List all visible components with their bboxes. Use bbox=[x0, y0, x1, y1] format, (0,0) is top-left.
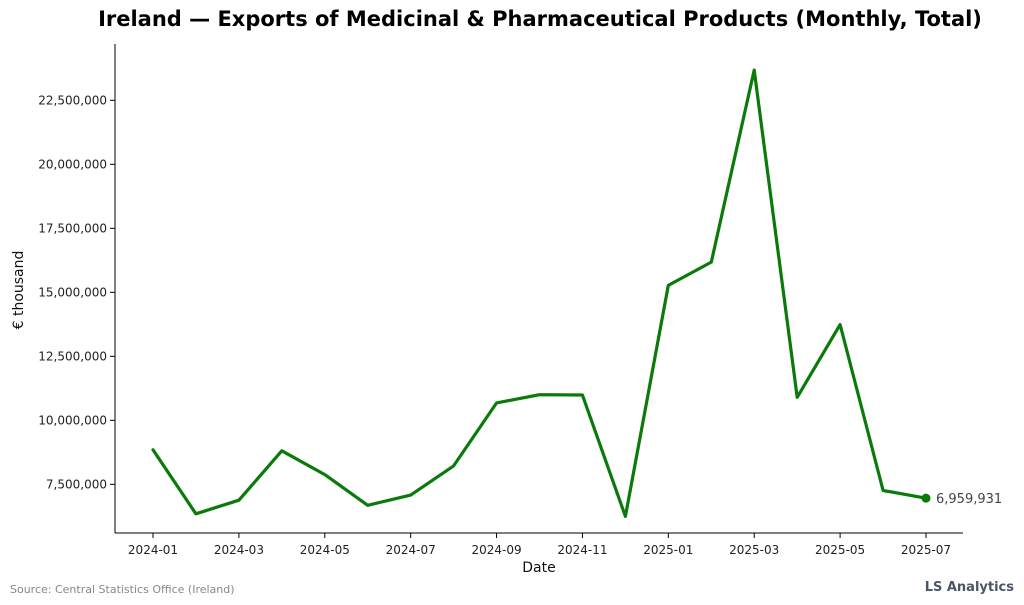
source-note: Source: Central Statistics Office (Irela… bbox=[10, 583, 235, 596]
x-axis-label: Date bbox=[522, 560, 555, 576]
x-tick-label: 2025-05 bbox=[815, 543, 865, 557]
x-tick-label: 2025-03 bbox=[729, 543, 779, 557]
brand-label: LS Analytics bbox=[924, 580, 1014, 595]
x-tick-label: 2024-11 bbox=[557, 543, 607, 557]
x-tick-label: 2024-03 bbox=[214, 543, 264, 557]
end-value-label: 6,959,931 bbox=[936, 492, 1002, 507]
y-tick-label: 17,500,000 bbox=[38, 221, 107, 235]
y-tick-label: 20,000,000 bbox=[38, 157, 107, 171]
y-tick-label: 22,500,000 bbox=[38, 93, 107, 107]
y-tick-label: 12,500,000 bbox=[38, 349, 107, 363]
x-tick-label: 2025-07 bbox=[901, 543, 951, 557]
x-tick-label: 2024-07 bbox=[386, 543, 436, 557]
y-tick-label: 7,500,000 bbox=[46, 477, 107, 491]
y-axis-label: € thousand bbox=[11, 251, 27, 330]
y-tick-label: 10,000,000 bbox=[38, 413, 107, 427]
x-tick-label: 2024-05 bbox=[300, 543, 350, 557]
end-point bbox=[921, 493, 931, 503]
chart-title: Ireland — Exports of Medicinal & Pharmac… bbox=[98, 7, 982, 31]
y-tick-label: 15,000,000 bbox=[38, 285, 107, 299]
x-tick-label: 2024-09 bbox=[471, 543, 521, 557]
series-line bbox=[151, 68, 928, 518]
x-tick-label: 2024-01 bbox=[128, 543, 178, 557]
x-tick-label: 2025-01 bbox=[643, 543, 693, 557]
